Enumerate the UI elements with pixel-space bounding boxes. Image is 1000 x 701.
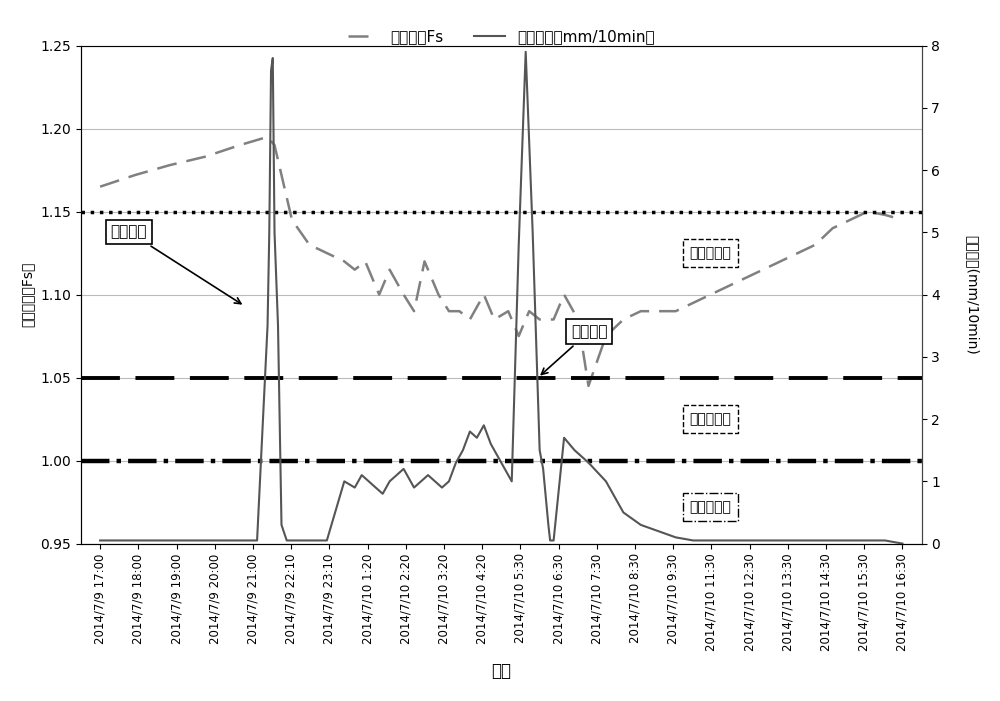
- Text: 黄色预警区: 黄色预警区: [690, 246, 732, 260]
- Text: 黄色预警: 黄色预警: [111, 224, 241, 304]
- Text: 橙色预警区: 橙色预警区: [690, 412, 732, 426]
- Text: 橙色预警: 橙色预警: [541, 324, 608, 374]
- Y-axis label: 降雨强度(mm/10min): 降雨强度(mm/10min): [965, 235, 979, 355]
- X-axis label: 时间: 时间: [491, 662, 511, 680]
- Y-axis label: 稳定系数（Fs）: 稳定系数（Fs）: [21, 262, 35, 327]
- Text: 红色预警区: 红色预警区: [690, 500, 732, 514]
- Legend: 稳定系数Fs, 降雨强度（mm/10min）: 稳定系数Fs, 降雨强度（mm/10min）: [342, 23, 661, 50]
